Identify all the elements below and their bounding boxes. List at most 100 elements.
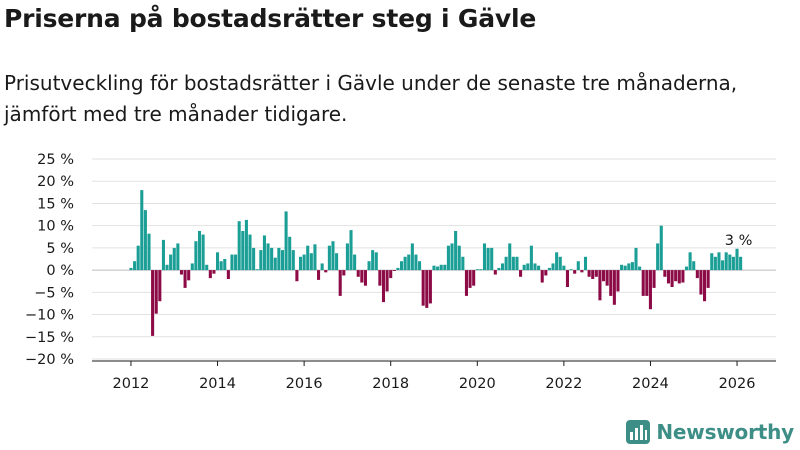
bar — [248, 234, 252, 271]
y-tick-label: 20 % — [37, 174, 74, 190]
bar — [353, 254, 357, 271]
bar — [439, 264, 443, 271]
bar — [183, 270, 187, 288]
bar — [555, 252, 559, 271]
bar — [306, 245, 310, 271]
bar — [724, 252, 728, 271]
bar — [396, 267, 400, 271]
bar — [587, 270, 591, 277]
bar — [638, 266, 642, 271]
bar — [706, 270, 710, 288]
bar — [688, 252, 692, 271]
bar — [205, 264, 209, 271]
newsworthy-icon — [626, 420, 651, 444]
bar — [547, 267, 551, 271]
bar — [392, 270, 396, 271]
bar — [461, 256, 465, 271]
bar — [331, 241, 335, 271]
bar — [147, 233, 151, 271]
y-tick-label: 10 % — [37, 219, 74, 235]
bar — [630, 262, 634, 271]
bar — [735, 248, 739, 271]
x-tick-label: 2026 — [719, 376, 756, 392]
bar — [389, 270, 393, 279]
bar — [154, 270, 158, 314]
bar — [161, 239, 165, 271]
bar — [327, 245, 331, 271]
bar — [259, 250, 263, 271]
bar — [302, 254, 306, 271]
bar — [594, 270, 598, 277]
bar — [464, 270, 468, 296]
bar — [226, 270, 230, 279]
bar — [320, 263, 324, 271]
bar — [699, 270, 703, 295]
bar — [569, 269, 573, 271]
bar — [277, 247, 281, 271]
bar — [140, 190, 144, 271]
bar — [454, 231, 458, 271]
bar — [656, 243, 660, 271]
bar — [432, 265, 436, 271]
bar — [414, 254, 418, 271]
bar — [692, 261, 696, 271]
bar — [659, 225, 663, 271]
bar — [504, 256, 508, 271]
bar — [695, 270, 699, 279]
bar — [165, 264, 169, 271]
bar — [399, 261, 404, 271]
last-value-label: 3 % — [725, 233, 753, 249]
bar — [280, 250, 285, 271]
bar — [407, 254, 411, 271]
bar — [623, 265, 627, 271]
bar — [133, 261, 137, 271]
bar — [241, 231, 245, 271]
bar — [179, 270, 183, 275]
bar — [425, 270, 429, 308]
bar — [652, 270, 656, 288]
bar — [403, 256, 407, 271]
bar — [544, 270, 548, 276]
y-tick-label: −20 % — [25, 352, 74, 368]
bar — [591, 270, 595, 279]
bar — [158, 270, 162, 302]
bar — [605, 270, 609, 286]
bar — [143, 210, 147, 271]
brand-name: Newsworthy — [656, 420, 794, 444]
bar — [558, 256, 562, 271]
bar — [612, 270, 616, 305]
bar — [728, 254, 732, 271]
bar — [634, 247, 638, 271]
bar — [284, 211, 288, 271]
bar — [313, 244, 317, 271]
bar — [519, 270, 523, 277]
bar — [602, 270, 606, 282]
bar — [338, 270, 342, 296]
bar — [288, 236, 292, 271]
bar — [641, 270, 645, 296]
bar — [580, 270, 584, 273]
bar — [511, 256, 515, 271]
gridlines — [92, 158, 776, 360]
bar — [270, 247, 274, 271]
bar — [197, 231, 202, 271]
bar — [374, 252, 378, 271]
bar — [371, 250, 375, 271]
bar — [410, 243, 414, 271]
bar — [562, 265, 566, 271]
bar — [457, 245, 461, 271]
bar — [468, 270, 472, 288]
bar — [450, 243, 454, 271]
bar — [515, 256, 519, 271]
bar — [385, 270, 389, 292]
bar — [497, 267, 501, 271]
bar — [428, 270, 432, 304]
bar — [703, 270, 707, 302]
bar — [172, 247, 176, 271]
bar — [201, 234, 205, 271]
bar — [681, 270, 685, 283]
bar — [317, 270, 321, 280]
bar — [418, 261, 422, 271]
bar — [252, 247, 256, 271]
bar — [298, 256, 303, 271]
